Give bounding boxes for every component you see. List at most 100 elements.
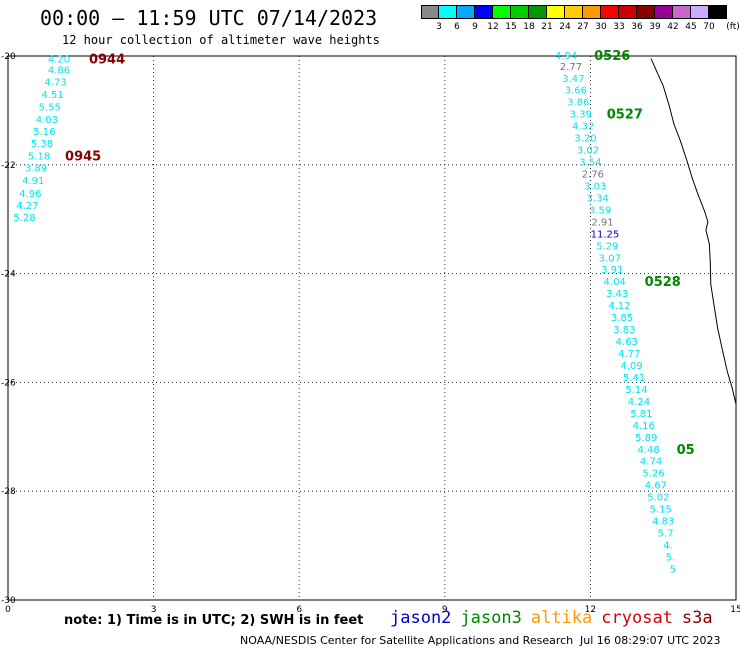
color-scale-swatch (601, 5, 619, 19)
footer-date: Jul 16 08:29:07 UTC 2023 (580, 634, 721, 647)
wave-height-value: 3.03 (584, 181, 606, 192)
wave-height-value: 4.27 (16, 201, 38, 212)
wave-height-value: 3.66 (565, 86, 587, 97)
wave-height-value: 4.74 (640, 457, 662, 468)
wave-height-value: 5 (670, 564, 676, 575)
color-scale-swatch (475, 5, 493, 19)
color-scale-swatch (439, 5, 457, 19)
color-scale-label: 18 (523, 22, 535, 32)
wave-height-value: 5.14 (625, 385, 647, 396)
wave-height-value: 3.59 (589, 205, 611, 216)
map-frame (7, 55, 737, 601)
satellite-legend: jason2 jason3 altika cryosat s3a (390, 608, 722, 628)
wave-height-value: 4.83 (652, 517, 674, 528)
wave-height-value: 5.29 (596, 241, 618, 252)
wave-height-value: 4.73 (44, 78, 66, 89)
wave-height-value: 4.51 (42, 90, 64, 101)
map-grid (8, 56, 736, 600)
lat-tick-label: -22 (1, 161, 16, 171)
wave-height-value: 3.89 (25, 164, 47, 175)
wave-height-value: 5.89 (635, 433, 657, 444)
color-scale-swatch (457, 5, 475, 19)
wave-height-value: 5.15 (650, 505, 672, 516)
wave-height-value: 5.16 (33, 127, 55, 138)
satellite-legend-item: altika (530, 608, 593, 628)
color-scale-label: 33 (613, 22, 625, 32)
wave-height-value: 3.43 (606, 289, 628, 300)
wave-height-value: 3.20 (574, 134, 596, 145)
map-border (7, 55, 737, 601)
wave-height-value: 4.48 (638, 445, 660, 456)
wave-height-value: 3.91 (601, 265, 623, 276)
color-scale-label: 9 (472, 22, 478, 32)
wave-height-value: 5.02 (647, 493, 669, 504)
color-scale-label: 15 (505, 22, 517, 32)
color-scale-border (421, 5, 727, 19)
footer-credit: NOAA/NESDIS Center for Satellite Applica… (240, 634, 574, 647)
wave-height-value: 4.96 (19, 189, 41, 200)
color-scale-label: 39 (649, 22, 661, 32)
color-scale-swatch (565, 5, 583, 19)
satellite-legend-item: jason2 (390, 608, 452, 628)
wave-height-value: 4.16 (633, 421, 655, 432)
wave-height-value: 3.47 (562, 74, 584, 85)
color-scale-label: 27 (577, 22, 589, 32)
wave-height-value: 5. (666, 552, 676, 563)
color-scale-swatch (529, 5, 547, 19)
color-scale-label: 6 (454, 22, 460, 32)
wave-height-value: 3.86 (567, 98, 589, 109)
lon-tick-label: 12 (585, 605, 596, 615)
wave-height-value: 3.85 (611, 313, 633, 324)
coastline (650, 58, 737, 513)
color-scale-label: 30 (595, 22, 607, 32)
wave-height-value: 11.25 (591, 229, 620, 240)
lon-tick-label: 0 (5, 605, 11, 615)
color-scale-swatch (421, 5, 439, 19)
time-label: 0528 (645, 275, 681, 290)
lon-tick-label: 3 (151, 605, 157, 615)
color-scale-swatch (511, 5, 529, 19)
page-title: 00:00 – 11:59 UTC 07/14/2023 (40, 6, 378, 30)
wave-height-value: 4.67 (645, 481, 667, 492)
wave-height-value: 5.28 (13, 213, 35, 224)
wave-height-value: 4. (663, 541, 673, 552)
lon-tick-label: 15 (730, 605, 740, 615)
color-scale-unit: (ft) (726, 22, 740, 32)
wave-height-value: 5.18 (28, 152, 50, 163)
lat-tick-label: -24 (1, 270, 16, 280)
color-scale-label: 42 (667, 22, 679, 32)
wave-height-value: 4.09 (621, 361, 643, 372)
wave-height-value: 5.41 (623, 373, 645, 384)
color-scale-label: 12 (487, 22, 499, 32)
color-scale-swatch (493, 5, 511, 19)
wave-height-value: 4.91 (22, 176, 44, 187)
color-scale-label: 3 (436, 22, 442, 32)
time-label: 0945 (65, 150, 101, 165)
satellite-legend-item: jason3 (460, 608, 522, 628)
wave-height-value: 5.55 (39, 103, 61, 114)
color-scale-swatch (637, 5, 655, 19)
wave-height-value: 4.63 (616, 337, 638, 348)
color-scale-label: 36 (631, 22, 643, 32)
lat-tick-label: -20 (1, 52, 16, 62)
wave-height-value: 2.76 (582, 170, 604, 181)
color-scale-swatch (583, 5, 601, 19)
wave-height-value: 3.39 (570, 110, 592, 121)
color-scale-label: 70 (703, 22, 715, 32)
page-subtitle: 12 hour collection of altimeter wave hei… (62, 33, 380, 47)
wave-height-value: 4.20 (48, 55, 70, 66)
wave-height-value: 3.07 (599, 253, 621, 264)
color-scale-label: 45 (685, 22, 697, 32)
axis-ticks: -20 -22 -24 -26 -28 -300 3 6 9 12 15 (1, 52, 740, 615)
satellite-legend-item: s3a (681, 608, 713, 628)
wave-height-value: 4.24 (628, 397, 650, 408)
color-scale-swatch (619, 5, 637, 19)
wave-height-value: 3.34 (587, 193, 609, 204)
wave-height-value: 4.32 (572, 122, 594, 133)
wave-height-value: 4.86 (48, 66, 70, 77)
wave-height-value: 5.81 (630, 409, 652, 420)
wave-height-value: 5.7 (658, 529, 674, 540)
time-label: 0527 (607, 108, 643, 123)
time-label: 05 (677, 443, 695, 458)
